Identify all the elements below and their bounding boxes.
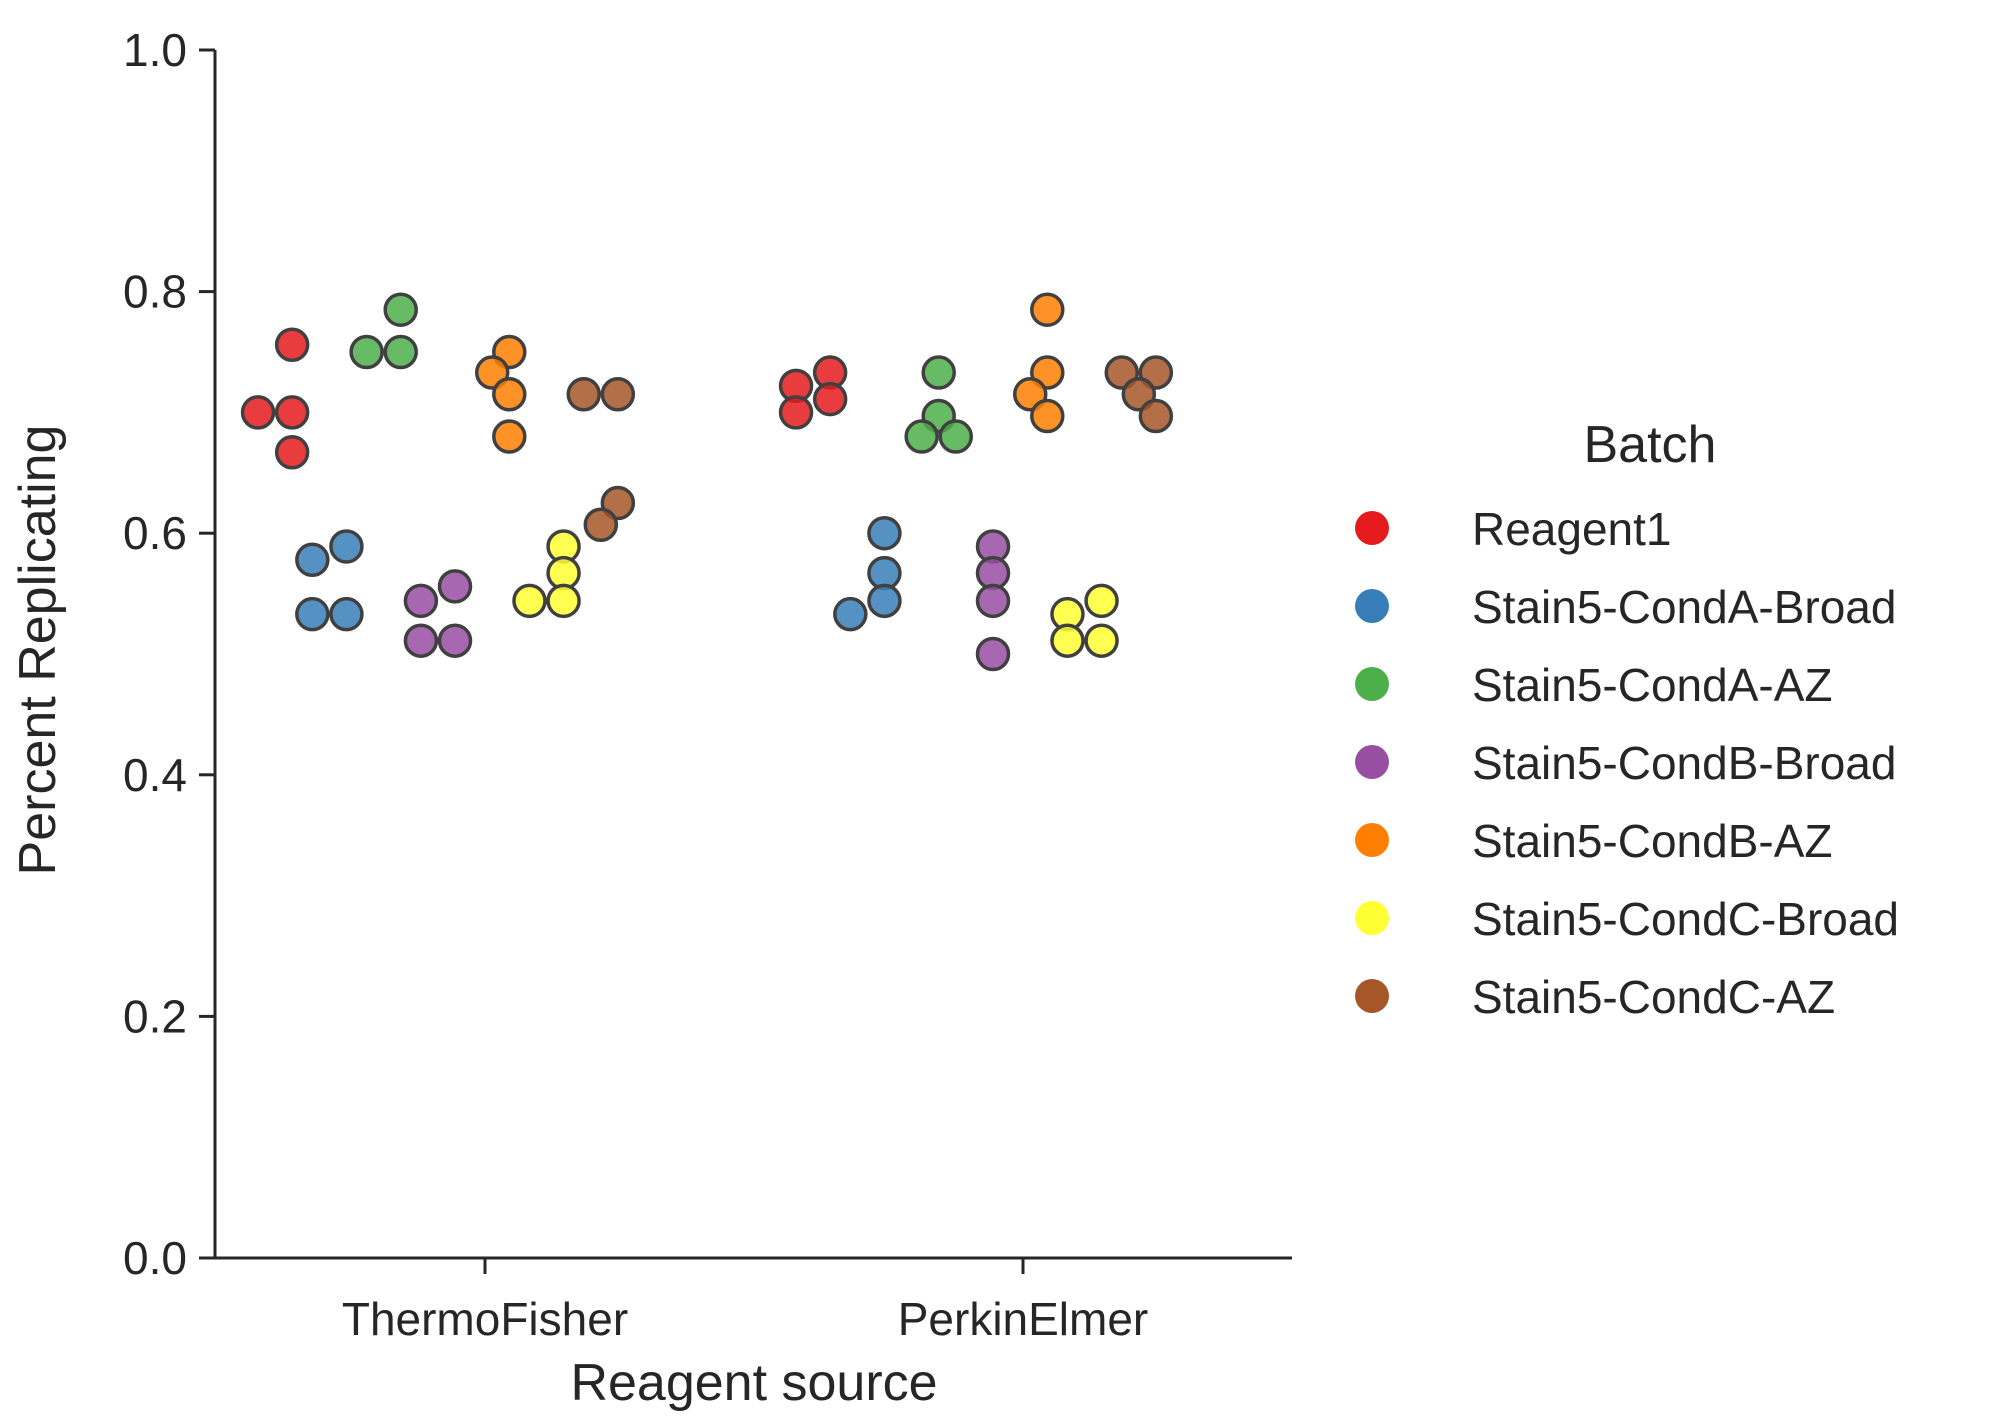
data-point [492, 377, 527, 412]
data-point [1138, 398, 1174, 434]
legend-label: Reagent1 [1472, 503, 1672, 555]
x-tick-label: PerkinElmer [898, 1293, 1149, 1345]
data-point [403, 623, 439, 658]
plot-area [240, 292, 1174, 672]
legend: Batch Reagent1 Stain5-CondA-Broad Stain5-C… [1355, 416, 1899, 1023]
y-tick-label: 0.4 [123, 749, 187, 801]
data-point [492, 419, 527, 454]
data-point [867, 583, 902, 619]
data-point [1030, 398, 1065, 434]
data-point [329, 529, 364, 564]
data-point [546, 583, 581, 619]
legend-label: Stain5-CondB-Broad [1472, 737, 1896, 789]
legend-marker [1355, 511, 1389, 545]
legend-label: Stain5-CondA-Broad [1472, 581, 1896, 633]
data-point [349, 334, 384, 370]
y-tick-label: 0.2 [123, 990, 187, 1042]
legend-label: Stain5-CondB-AZ [1472, 815, 1833, 867]
legend-title: Batch [1584, 416, 1717, 474]
data-point [383, 334, 418, 370]
y-tick-label: 0.0 [123, 1232, 187, 1284]
data-point [938, 419, 974, 454]
legend-marker [1355, 823, 1389, 857]
data-point [1084, 583, 1119, 619]
data-point [512, 583, 547, 619]
data-point [240, 395, 276, 430]
legend-marker [1355, 979, 1389, 1013]
data-point [403, 583, 439, 619]
data-point [600, 377, 636, 412]
y-tick-label: 0.6 [123, 507, 187, 559]
legend-marker [1355, 667, 1389, 701]
data-point [274, 395, 310, 430]
data-point [274, 435, 310, 470]
y-axis-title: Percent Replicating [9, 425, 67, 876]
data-point [383, 292, 418, 327]
y-tick-label: 1.0 [123, 24, 187, 76]
data-point [833, 596, 868, 632]
data-point [437, 569, 473, 604]
legend-marker [1355, 901, 1389, 935]
data-point [975, 636, 1011, 672]
x-tick-label: ThermoFisher [342, 1293, 628, 1345]
legend-marker [1355, 745, 1389, 779]
data-point [921, 355, 956, 390]
data-point [904, 419, 939, 454]
data-point [437, 623, 473, 658]
legend-label: Stain5-CondC-Broad [1472, 893, 1899, 945]
data-point [867, 515, 902, 551]
data-point [566, 377, 602, 412]
legend-label: Stain5-CondA-AZ [1472, 659, 1833, 711]
data-point [1084, 623, 1119, 658]
data-point [295, 542, 330, 578]
data-point [1050, 623, 1085, 658]
y-tick-label: 0.8 [123, 266, 187, 318]
data-point [329, 596, 364, 632]
x-axis: ThermoFisher PerkinElmer [215, 1256, 1292, 1345]
data-point [778, 395, 814, 430]
data-point [1030, 292, 1065, 327]
data-point [812, 381, 848, 417]
y-axis: 0.0 0.2 0.4 0.6 0.8 1.0 [123, 24, 217, 1284]
data-point [295, 596, 330, 632]
legend-label: Stain5-CondC-AZ [1472, 971, 1835, 1023]
x-axis-title: Reagent source [570, 1354, 937, 1412]
legend-marker [1355, 589, 1389, 623]
data-point [583, 507, 619, 542]
data-point [975, 583, 1011, 619]
data-point [274, 327, 310, 363]
